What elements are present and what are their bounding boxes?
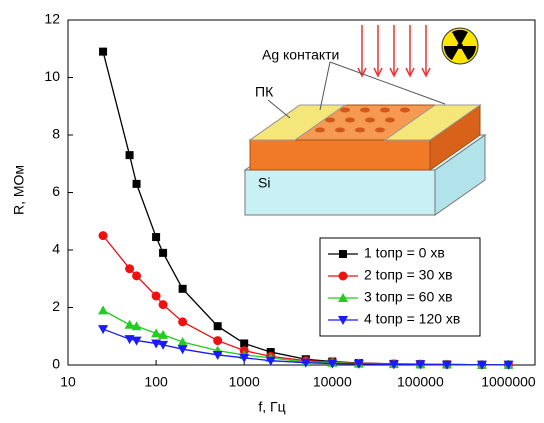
y-tick-label: 6 [52,183,60,199]
y-axis-label: R, МОм [11,165,27,215]
marker [213,336,222,345]
legend-label: 2 tопр = 30 хв [364,267,453,283]
marker [133,180,141,188]
y-tick-label: 4 [52,241,60,257]
porous-label: ПК [255,84,274,100]
y-tick-label: 0 [52,356,60,372]
x-tick-label: 100 [144,374,168,390]
marker [125,264,134,273]
radiation-arrows [358,25,430,76]
marker [125,320,135,329]
si-front [245,170,435,215]
marker [151,328,161,337]
marker [99,231,108,240]
legend-marker [339,250,347,258]
marker [98,325,108,334]
y-tick-label: 12 [44,11,60,27]
pointer [320,62,330,110]
y-tick-label: 2 [52,298,60,314]
marker [214,322,222,330]
x-axis-label: f, Гц [258,399,285,415]
pointer [330,62,445,104]
x-tick-label: 10 [60,374,76,390]
substrate-label: Si [258,175,270,191]
legend-label: 3 tопр = 60 хв [364,289,453,305]
marker [98,305,108,314]
y-tick-label: 10 [44,68,60,84]
marker [152,233,160,241]
marker [159,249,167,257]
marker [152,292,161,301]
marker [126,151,134,159]
marker [132,271,141,280]
x-tick-label: 1000 [229,374,260,390]
inset-diagram: Ag контакти ПК Si [245,25,485,215]
pk-front [250,140,430,170]
marker [159,300,168,309]
marker [179,285,187,293]
pointer [268,100,290,118]
chart: f, Гц R, МОм Ag контакти ПК Si 02468101 [0,0,544,423]
y-tick-label: 8 [52,126,60,142]
marker [178,337,188,346]
contacts-label: Ag контакти [262,47,339,63]
legend-marker [339,272,348,281]
x-tick-label: 100000 [397,374,444,390]
marker [178,317,187,326]
radiation-symbol [442,28,478,64]
legend-label: 1 tопр = 0 хв [364,245,445,261]
marker [99,48,107,56]
x-tick-label: 1000000 [481,374,536,390]
legend-label: 4 tопр = 120 хв [364,311,460,327]
x-tick-label: 10000 [313,374,352,390]
